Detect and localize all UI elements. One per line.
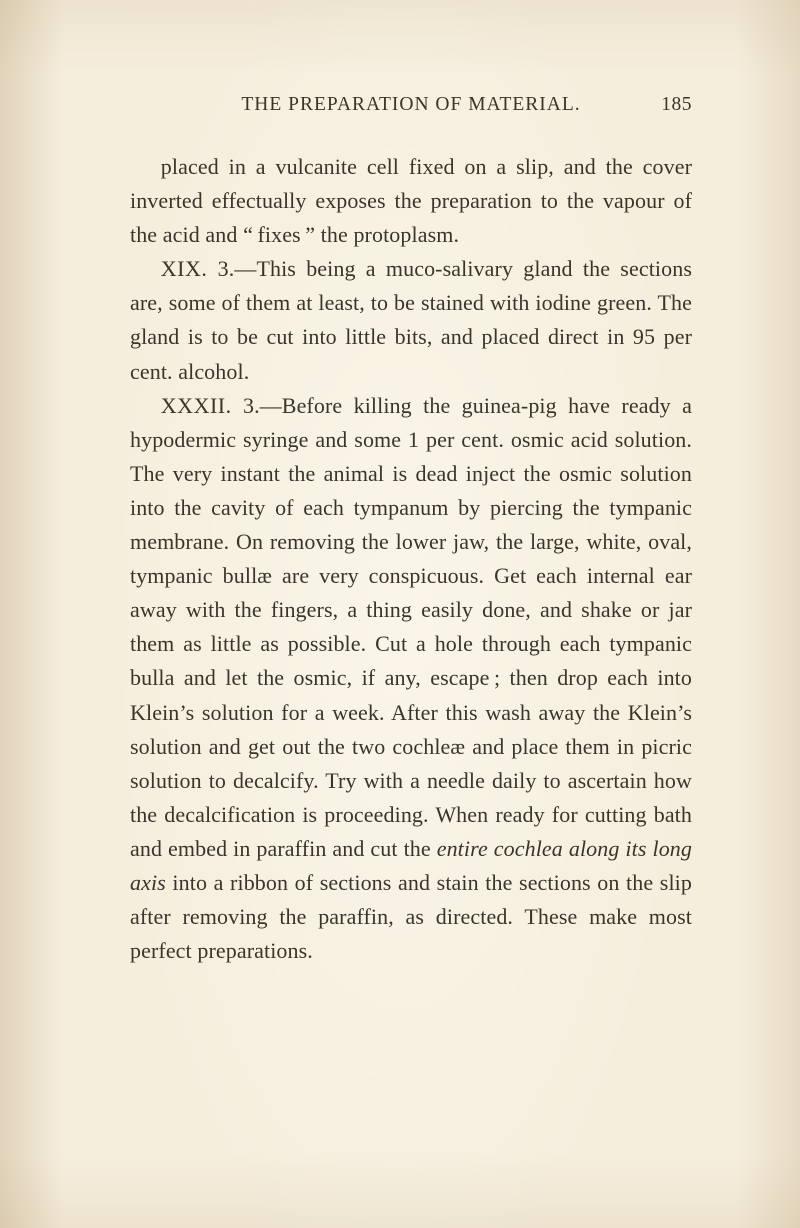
- page: THE PREPARATION OF MATERIAL. 185 placed …: [0, 0, 800, 1228]
- paragraph-3-body-b: into a ribbon of sections and stain the …: [130, 870, 692, 963]
- paragraph-3-body-a: 3.—Before killing the guinea-pig have re…: [130, 393, 692, 861]
- running-title: THE PREPARATION OF MATERIAL.: [184, 94, 638, 116]
- page-number: 185: [638, 94, 692, 116]
- paragraph-2: XIX. 3.—This being a muco-salivary gland…: [130, 252, 692, 388]
- body-text: placed in a vulcanite cell fixed on a sl…: [130, 150, 692, 968]
- roman-numeral-xxxii: XXXII.: [161, 393, 232, 418]
- roman-numeral-xix: XIX.: [161, 256, 208, 281]
- paragraph-2-body: 3.—This being a muco-salivary gland the …: [130, 256, 692, 383]
- paragraph-1: placed in a vulcanite cell fixed on a sl…: [130, 150, 692, 252]
- running-head: THE PREPARATION OF MATERIAL. 185: [130, 94, 692, 116]
- paragraph-3: XXXII. 3.—Before killing the guinea-pig …: [130, 389, 692, 969]
